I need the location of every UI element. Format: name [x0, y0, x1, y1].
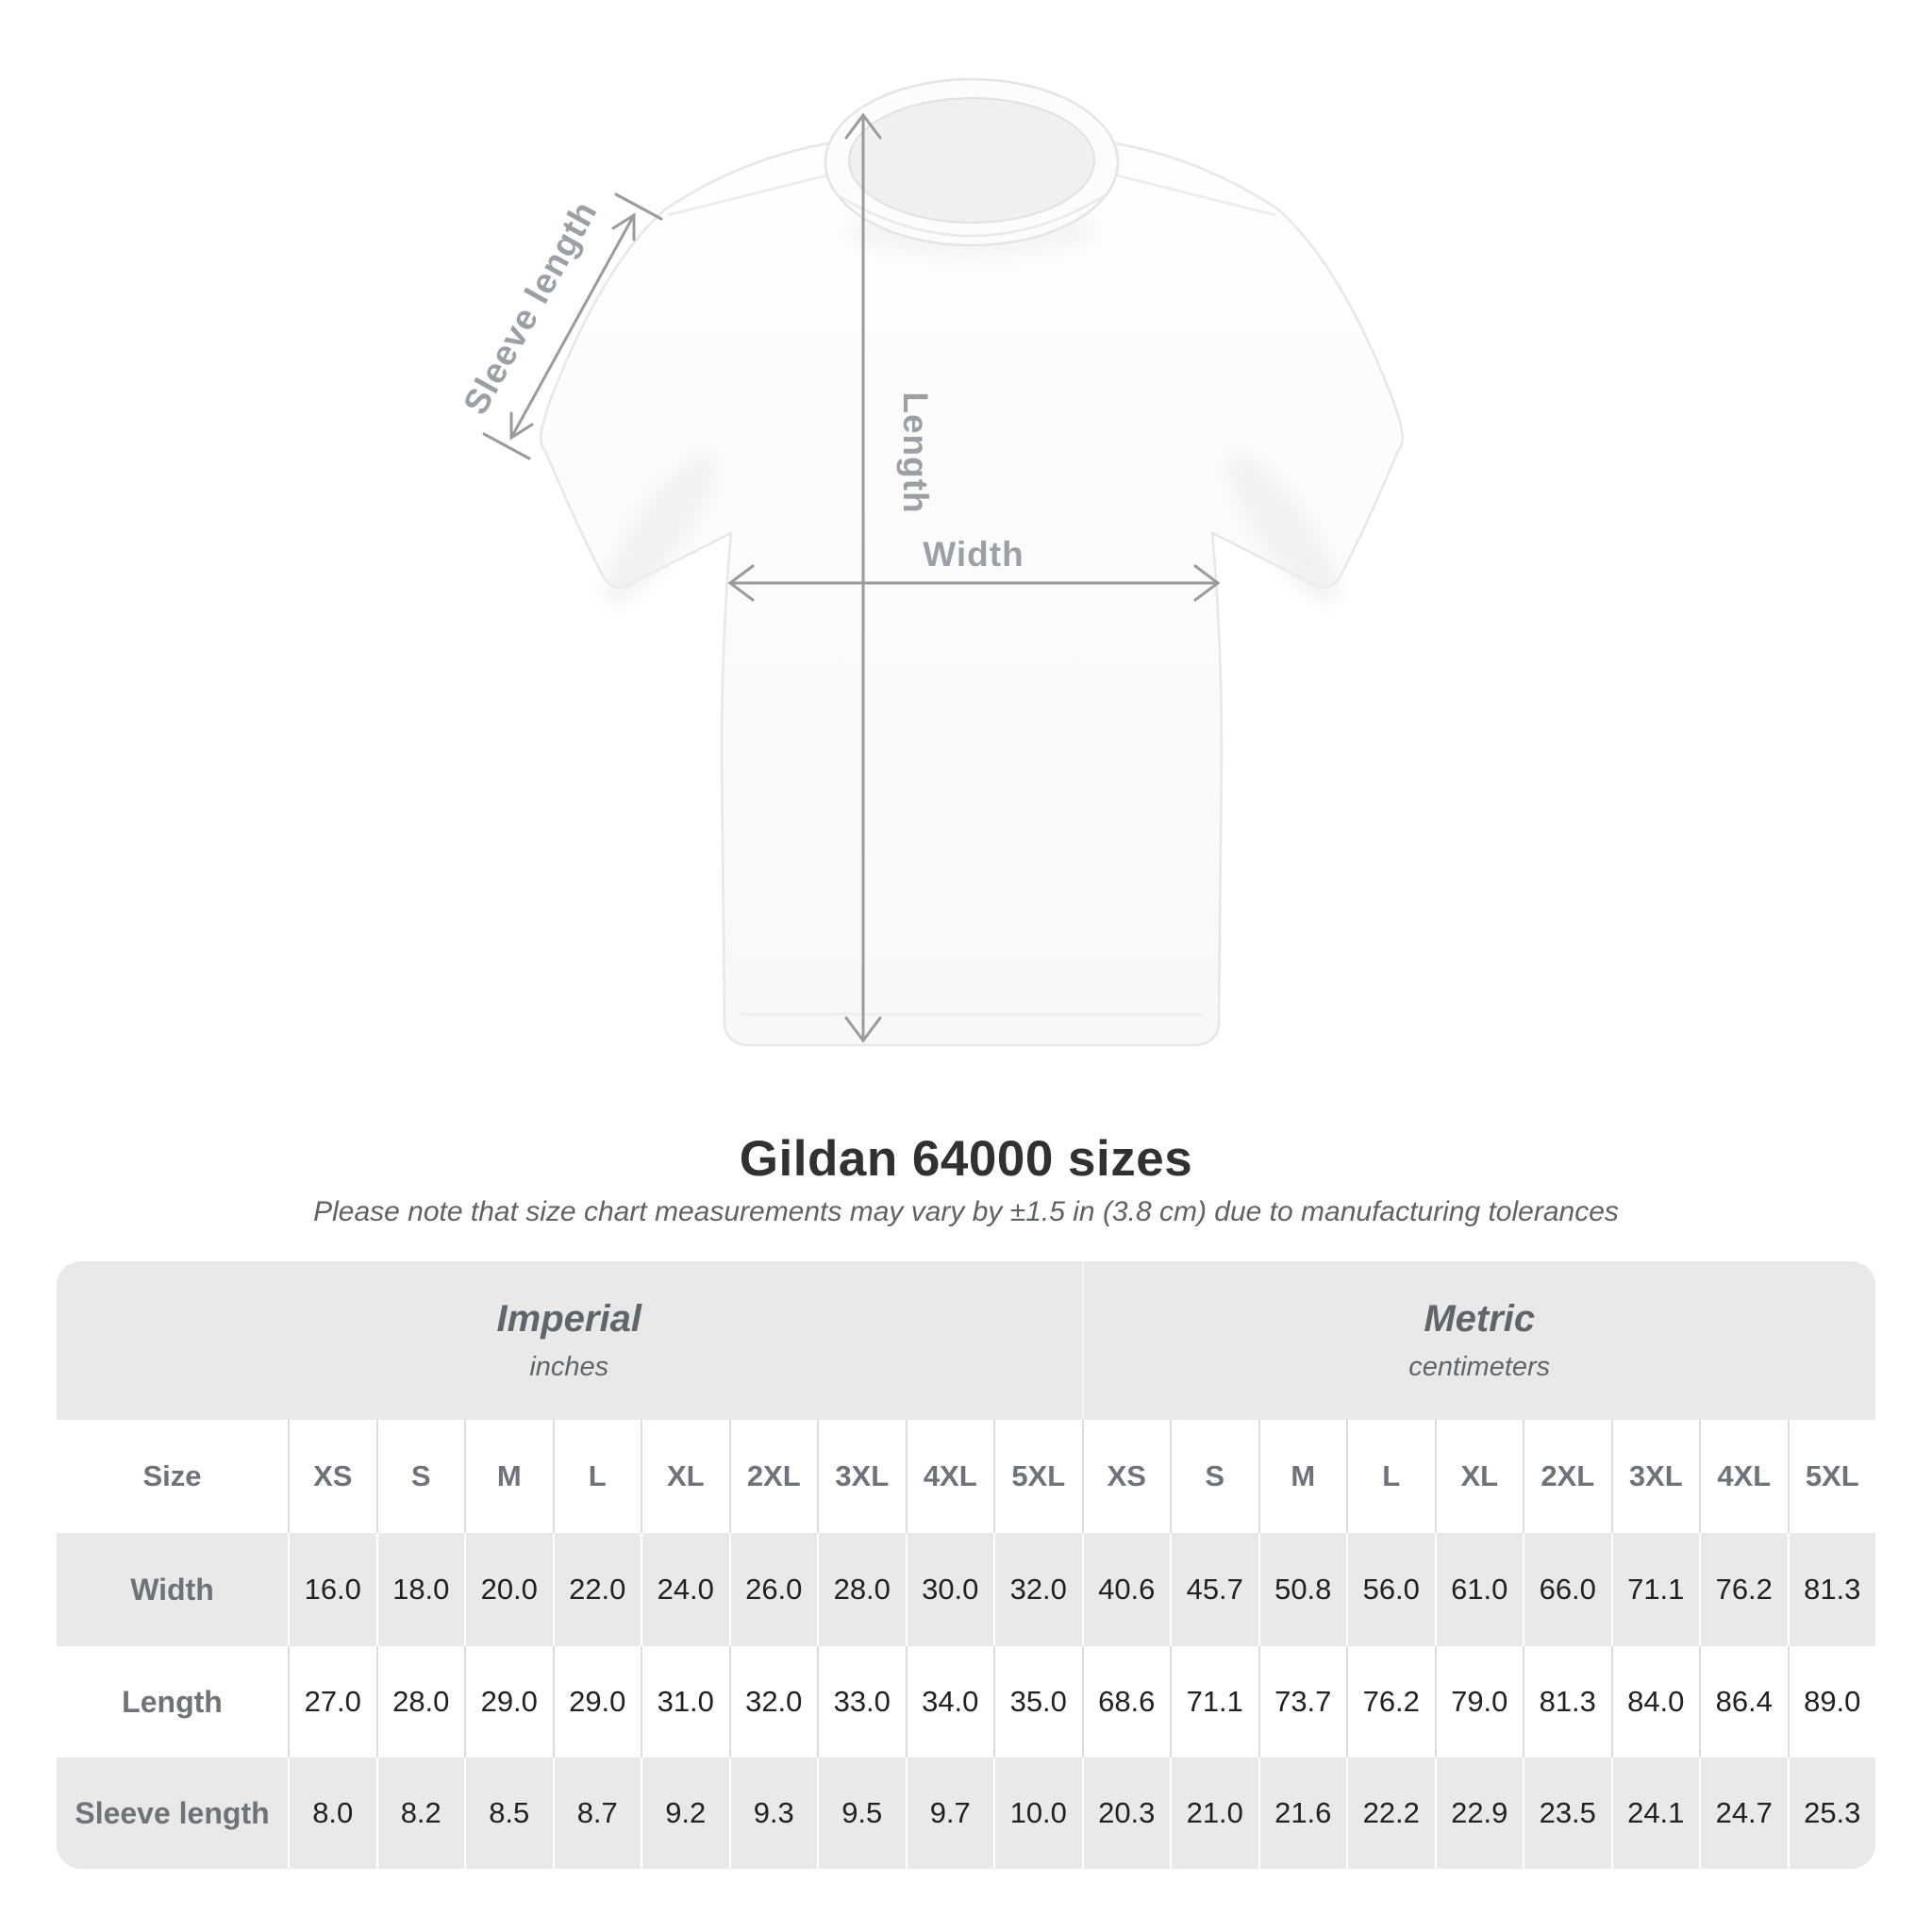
size-col-header-4xl: 4XL: [905, 1420, 993, 1533]
value-cell: 89.0: [1787, 1646, 1875, 1757]
value-cell: 33.0: [817, 1646, 906, 1757]
value-cell: 9.3: [728, 1757, 817, 1869]
size-col-header-5xl: 5XL: [1787, 1420, 1875, 1533]
value-cell: 24.7: [1699, 1757, 1788, 1869]
length-arrow: [844, 112, 882, 1043]
value-cell: 8.2: [375, 1757, 464, 1869]
value-cell: 71.1: [1170, 1646, 1258, 1757]
size-col-header-xl: XL: [1434, 1420, 1523, 1533]
value-cell: 32.0: [728, 1646, 817, 1757]
value-cell: 16.0: [288, 1533, 376, 1646]
width-label: Width: [923, 535, 1024, 574]
value-cell: 22.2: [1346, 1757, 1435, 1869]
unit-group-label: Imperial: [496, 1298, 641, 1340]
value-cell: 35.0: [993, 1646, 1082, 1757]
size-col-header-3xl: 3XL: [817, 1420, 906, 1533]
value-cell: 84.0: [1610, 1646, 1699, 1757]
value-cell: 8.5: [464, 1757, 553, 1869]
value-cell: 56.0: [1346, 1533, 1435, 1646]
value-cell: 8.0: [288, 1757, 376, 1869]
size-col-header-s: S: [1170, 1420, 1258, 1533]
value-cell: 68.6: [1081, 1646, 1170, 1757]
size-col-header-2xl: 2XL: [1523, 1420, 1611, 1533]
value-cell: 23.5: [1523, 1757, 1611, 1869]
size-col-header-s: S: [375, 1420, 464, 1533]
size-col-header-l: L: [1346, 1420, 1435, 1533]
value-cell: 81.3: [1523, 1646, 1611, 1757]
value-cell: 24.0: [641, 1533, 729, 1646]
value-cell: 22.9: [1434, 1757, 1523, 1869]
value-cell: 24.1: [1610, 1757, 1699, 1869]
value-cell: 61.0: [1434, 1533, 1523, 1646]
value-cell: 76.2: [1346, 1646, 1435, 1757]
length-label: Length: [896, 391, 935, 513]
shirt-measurement-diagram: Sleeve length Length Width: [456, 77, 1404, 1047]
value-cell: 76.2: [1699, 1533, 1788, 1646]
value-cell: 71.1: [1610, 1533, 1699, 1646]
unit-group-sublabel: centimeters: [1408, 1352, 1551, 1382]
page-title: Gildan 64000 sizes: [739, 1131, 1193, 1187]
size-col-header-2xl: 2XL: [728, 1420, 817, 1533]
value-cell: 9.5: [817, 1757, 906, 1869]
unit-group-sublabel: inches: [529, 1352, 609, 1382]
value-cell: 28.0: [817, 1533, 906, 1646]
value-cell: 8.7: [552, 1757, 641, 1869]
sleeve-length-arrow: [482, 192, 663, 460]
value-cell: 86.4: [1699, 1646, 1788, 1757]
row-label-length: Length: [57, 1646, 288, 1757]
value-cell: 21.0: [1170, 1757, 1258, 1869]
size-col-header-xl: XL: [641, 1420, 729, 1533]
value-cell: 32.0: [993, 1533, 1082, 1646]
tshirt-illustration: [540, 77, 1404, 1047]
value-cell: 73.7: [1257, 1646, 1346, 1757]
value-cell: 29.0: [464, 1646, 553, 1757]
value-cell: 26.0: [728, 1533, 817, 1646]
size-table: Imperial inches Metric centimeters Size XS S M L…: [57, 1261, 1875, 1869]
value-cell: 10.0: [993, 1757, 1082, 1869]
size-col-header-l: L: [552, 1420, 641, 1533]
width-arrow: [727, 564, 1221, 602]
value-cell: 27.0: [288, 1646, 376, 1757]
row-label-sleeve-length: Sleeve length: [57, 1757, 288, 1869]
value-cell: 22.0: [552, 1533, 641, 1646]
value-cell: 66.0: [1523, 1533, 1611, 1646]
value-cell: 9.7: [905, 1757, 993, 1869]
size-col-header-xs: XS: [288, 1420, 376, 1533]
unit-group-label: Metric: [1424, 1298, 1536, 1340]
size-corner-header: Size: [57, 1420, 288, 1533]
unit-group-imperial: Imperial inches: [57, 1261, 1082, 1420]
value-cell: 21.6: [1257, 1757, 1346, 1869]
value-cell: 20.3: [1081, 1757, 1170, 1869]
unit-group-metric: Metric centimeters: [1081, 1261, 1875, 1420]
value-cell: 50.8: [1257, 1533, 1346, 1646]
size-col-header-3xl: 3XL: [1610, 1420, 1699, 1533]
value-cell: 9.2: [641, 1757, 729, 1869]
value-cell: 45.7: [1170, 1533, 1258, 1646]
value-cell: 40.6: [1081, 1533, 1170, 1646]
size-col-header-xs: XS: [1081, 1420, 1170, 1533]
size-col-header-m: M: [1257, 1420, 1346, 1533]
value-cell: 81.3: [1787, 1533, 1875, 1646]
size-col-header-5xl: 5XL: [993, 1420, 1082, 1533]
row-label-width: Width: [57, 1533, 288, 1646]
value-cell: 20.0: [464, 1533, 553, 1646]
value-cell: 34.0: [905, 1646, 993, 1757]
value-cell: 28.0: [375, 1646, 464, 1757]
size-col-header-m: M: [464, 1420, 553, 1533]
value-cell: 30.0: [905, 1533, 993, 1646]
value-cell: 25.3: [1787, 1757, 1875, 1869]
measurement-annotations: [482, 112, 1221, 1043]
value-cell: 79.0: [1434, 1646, 1523, 1757]
value-cell: 29.0: [552, 1646, 641, 1757]
value-cell: 31.0: [641, 1646, 729, 1757]
page-subtitle: Please note that size chart measurements…: [313, 1196, 1619, 1227]
size-col-header-4xl: 4XL: [1699, 1420, 1788, 1533]
value-cell: 18.0: [375, 1533, 464, 1646]
